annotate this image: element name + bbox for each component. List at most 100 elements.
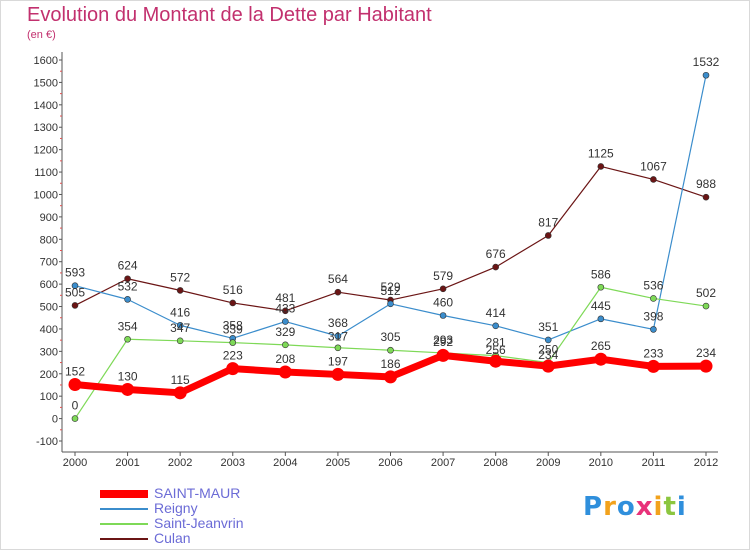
y-tick-label: 900 [40, 212, 58, 224]
data-point [68, 378, 82, 392]
y-tick-label: 1300 [34, 122, 58, 134]
y-tick-label: 400 [40, 324, 58, 336]
y-tick-label: 200 [40, 369, 58, 381]
data-point [597, 283, 605, 291]
data-label: 197 [328, 354, 348, 368]
data-point [176, 337, 184, 345]
data-point [334, 288, 342, 296]
data-point [541, 359, 555, 373]
data-label: 512 [380, 284, 400, 298]
legend-swatch [100, 508, 148, 510]
x-tick-label: 2007 [431, 457, 455, 469]
data-point [544, 232, 552, 239]
proxiti-logo: Proxiti [583, 492, 687, 522]
data-point [121, 382, 135, 396]
data-label: 586 [591, 267, 611, 281]
data-label: 817 [538, 215, 558, 229]
y-tick-label: 100 [40, 391, 58, 403]
x-tick-label: 2001 [115, 457, 139, 469]
data-point [492, 263, 499, 271]
data-label: 579 [433, 269, 453, 283]
x-tick-label: 2010 [589, 457, 613, 469]
data-point [229, 299, 237, 307]
data-point [124, 275, 131, 283]
data-point [331, 367, 345, 381]
data-point [71, 302, 79, 309]
data-point [594, 352, 608, 366]
data-label: 516 [223, 283, 243, 297]
logo-letter: i [676, 492, 687, 522]
data-label: 398 [643, 309, 663, 323]
data-label: 368 [328, 316, 348, 330]
legend-swatch [100, 490, 148, 498]
legend-label: Culan [154, 530, 191, 546]
data-point [173, 386, 187, 400]
logo-letter: t [663, 492, 677, 522]
data-point [650, 176, 657, 183]
legend-label: SAINT-MAUR [154, 485, 241, 501]
data-label: 265 [591, 339, 611, 353]
data-label: 0 [72, 399, 79, 413]
data-point [278, 365, 292, 379]
y-tick-label: 1100 [34, 167, 58, 179]
legend-swatch [100, 538, 148, 540]
y-tick-label: 700 [40, 257, 58, 269]
y-tick-label: 1500 [34, 77, 58, 89]
data-point [124, 335, 131, 343]
x-tick-label: 2000 [63, 457, 87, 469]
data-label: 234 [538, 348, 558, 362]
data-label: 532 [118, 279, 138, 293]
data-point [439, 285, 447, 293]
data-label: 414 [486, 306, 506, 320]
data-point [646, 359, 660, 373]
data-label: 293 [433, 333, 453, 347]
data-point [282, 341, 289, 349]
data-label: 234 [696, 346, 716, 360]
data-point [597, 315, 605, 323]
data-point [384, 370, 397, 384]
data-point [650, 295, 657, 302]
data-label: 347 [170, 321, 190, 335]
data-label: 1532 [693, 55, 720, 69]
data-label: 130 [118, 369, 138, 383]
data-point [699, 359, 713, 373]
data-point [597, 163, 605, 170]
data-point [702, 193, 710, 201]
data-point [71, 415, 79, 422]
data-label: 502 [696, 286, 716, 300]
data-point [387, 300, 394, 308]
data-point [702, 71, 710, 79]
y-tick-label: 1000 [34, 189, 58, 201]
data-label: 250 [538, 343, 558, 357]
logo-letter: o [616, 492, 636, 522]
data-label: 624 [118, 259, 138, 273]
y-tick-label: 1400 [34, 100, 58, 112]
data-label: 208 [275, 352, 295, 366]
y-tick-label: -100 [36, 436, 58, 448]
data-point [71, 282, 79, 289]
logo-letter: P [583, 492, 604, 522]
data-label: 223 [223, 349, 243, 363]
x-tick-label: 2012 [694, 457, 718, 469]
data-point [489, 354, 503, 368]
legend-label: Saint-Jeanvrin [154, 515, 244, 531]
data-label: 351 [538, 320, 558, 334]
data-point [436, 348, 450, 362]
data-label: 593 [65, 266, 85, 280]
data-point [544, 336, 552, 344]
data-label: 317 [328, 330, 348, 344]
data-label: 572 [170, 270, 190, 284]
data-label: 460 [433, 295, 453, 309]
x-tick-label: 2008 [483, 457, 507, 469]
data-label: 416 [170, 305, 190, 319]
data-label: 445 [591, 299, 611, 313]
data-point [387, 346, 394, 354]
data-label: 281 [486, 336, 506, 350]
data-label: 233 [643, 346, 663, 360]
y-tick-label: 1600 [34, 55, 58, 67]
y-tick-label: 800 [40, 234, 58, 246]
data-label: 529 [380, 280, 400, 294]
y-tick-label: 600 [40, 279, 58, 291]
